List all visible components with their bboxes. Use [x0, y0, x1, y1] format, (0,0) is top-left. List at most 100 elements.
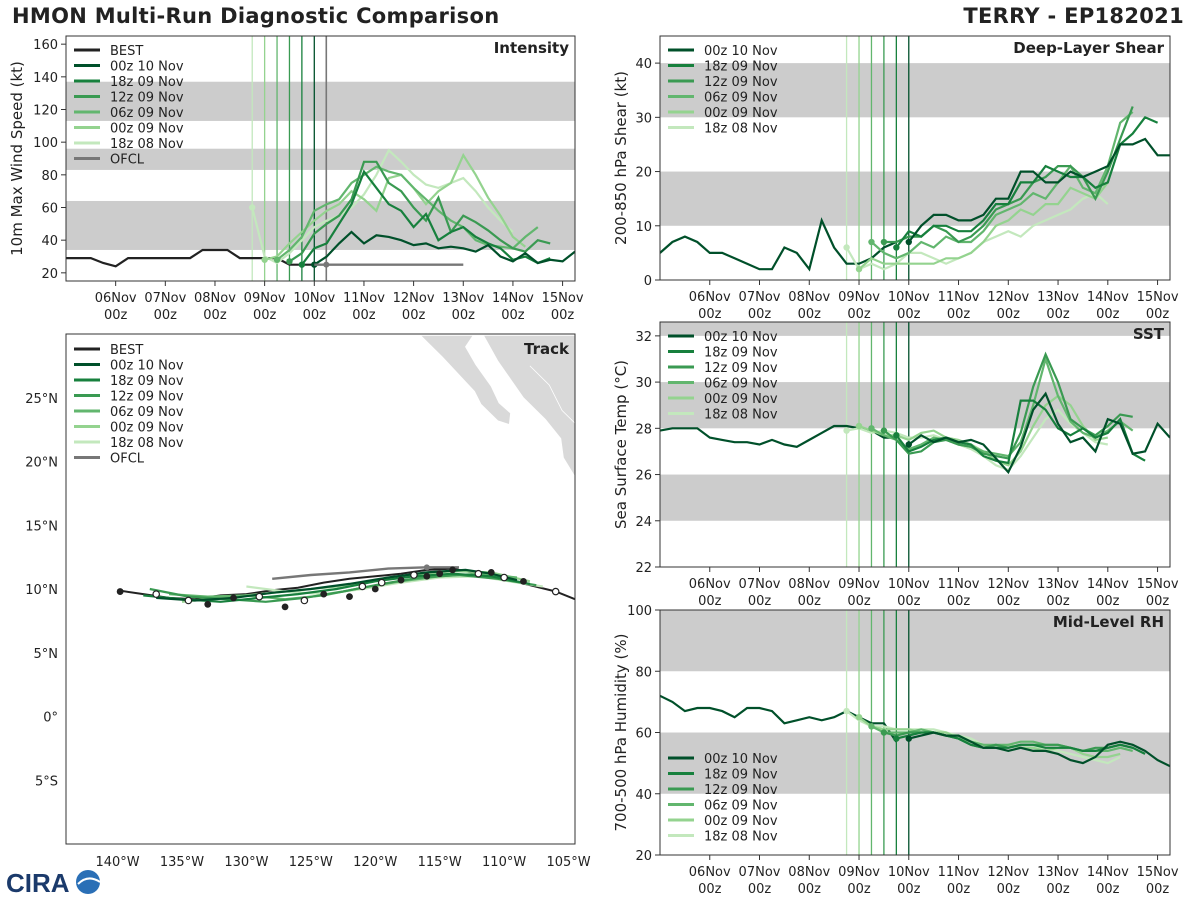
sst-ytick-label: 24 [635, 515, 652, 530]
track-frame [65, 333, 576, 845]
sst-legend-label: 18z 08 Nov [704, 408, 778, 423]
storm-id: TERRY - EP182021 [963, 4, 1184, 28]
sst-run-line-1 [895, 399, 1146, 465]
intensity-xtick-label: 08Nov [194, 291, 236, 306]
sst-legend-label: 06z 09 Nov [704, 377, 778, 392]
intensity-ofcl-dot [323, 261, 330, 268]
sst-xtick-sublabel: 00z [748, 594, 772, 609]
sst-band-1 [660, 382, 1170, 429]
track-xtick-label: 120°W [353, 855, 397, 870]
intensity-title: Intensity [494, 39, 570, 57]
track-legend-label: 00z 09 Nov [110, 421, 184, 436]
track-dot-open [410, 571, 418, 579]
track-dot-open [377, 578, 386, 587]
track-dot-open [300, 596, 309, 605]
track-dot-open [474, 569, 483, 578]
track-legend-label: 18z 09 Nov [110, 374, 184, 389]
rh-ytick-label: 80 [635, 665, 652, 680]
sst-plot-area [660, 322, 1170, 567]
rh-xtick-sublabel: 00z [698, 882, 722, 897]
intensity-legend-label: OFCL [110, 153, 145, 168]
intensity-run-line-5 [251, 148, 514, 265]
intensity-xtick-sublabel: 00z [452, 308, 476, 323]
shear-run-line-3 [870, 111, 1134, 260]
sst-band-0 [660, 474, 1170, 521]
intensity-legend-label: 06z 09 Nov [110, 106, 184, 121]
rh-xtick-sublabel: 00z [798, 882, 822, 897]
sst-run-line-3 [870, 355, 1134, 458]
shear-run-line-1 [895, 115, 1159, 249]
intensity-ytick-label: 20 [41, 267, 58, 282]
track-map-area [116, 334, 575, 611]
sst-xtick-label: 07Nov [739, 577, 781, 592]
shear-xtick-sublabel: 00z [798, 307, 822, 322]
sst-legend-label: 00z 10 Nov [704, 330, 778, 345]
rh-xtick-sublabel: 00z [1046, 882, 1070, 897]
track-ytick-label: 20°N [25, 456, 58, 471]
track-legend-label: BEST [110, 343, 143, 358]
rh-xtick-label: 11Nov [938, 865, 980, 880]
rh-xtick-label: 13Nov [1037, 865, 1079, 880]
intensity-legend-label: 00z 10 Nov [110, 60, 184, 75]
shear-history-line [660, 217, 897, 272]
rh-ylabel: 700-500 hPa Humidity (%) [612, 633, 630, 831]
sst-run-init-dot-1 [893, 432, 900, 439]
sst-run-init-dot-0 [905, 441, 912, 448]
track-ytick-label: 25°N [25, 392, 58, 407]
page-title: HMON Multi-Run Diagnostic Comparison [12, 4, 500, 28]
intensity-ytick-label: 40 [41, 234, 58, 249]
rh-run-line-0 [908, 731, 1170, 768]
rh-ytick-label: 100 [627, 604, 652, 619]
rh-ytick-label: 60 [635, 727, 652, 742]
intensity-xtick-sublabel: 00z [303, 308, 327, 323]
track-legend-label: 06z 09 Nov [110, 405, 184, 420]
shear-xtick-label: 08Nov [788, 290, 830, 305]
track-dot-filled [436, 570, 444, 578]
intensity-xtick-sublabel: 00z [104, 308, 128, 323]
track-dot-filled [397, 576, 405, 584]
intensity-xtick-sublabel: 00z [551, 308, 575, 323]
intensity-legend-label: BEST [110, 44, 143, 59]
shear-run-line-4 [858, 181, 1109, 271]
shear-xtick-label: 10Nov [888, 290, 930, 305]
shear-band-1 [660, 63, 1170, 118]
sst-xtick-label: 08Nov [788, 577, 830, 592]
track-xtick-label: 130°W [224, 855, 268, 870]
cira-logo-swoosh [77, 877, 101, 885]
sst-xtick-label: 06Nov [689, 577, 731, 592]
track-xtick-label: 115°W [418, 855, 462, 870]
intensity-xtick-label: 10Nov [293, 291, 335, 306]
track-xtick-label: 140°W [95, 855, 139, 870]
intensity-xtick-sublabel: 00z [352, 308, 376, 323]
rh-xtick-sublabel: 00z [748, 882, 772, 897]
sst-run-line-0 [908, 391, 1170, 475]
shear-ylabel: 200-850 hPa Shear (kt) [612, 71, 630, 245]
track-land-mexico [401, 334, 575, 478]
sst-run-init-dot-4 [855, 422, 863, 430]
cira-logo-text: CIRA [6, 868, 70, 898]
rh-title: Mid-Level RH [1053, 613, 1164, 631]
shear-xtick-sublabel: 00z [698, 307, 722, 322]
shear-xtick-sublabel: 00z [897, 307, 921, 322]
sst-ytick-label: 30 [635, 376, 652, 391]
track-dot-filled [371, 585, 379, 593]
shear-panel: 0 10 20 30 40 06Nov 00z 07Nov 00z 08Nov 00z 09Nov 00… [612, 35, 1179, 322]
sst-xtick-label: 09Nov [838, 577, 880, 592]
shear-run-init-dot-0 [905, 238, 912, 246]
shear-xtick-label: 07Nov [739, 290, 781, 305]
track-dot-filled [230, 594, 237, 602]
sst-xtick-sublabel: 00z [847, 594, 871, 609]
track-dot-filled [520, 577, 527, 585]
rh-ytick-label: 40 [635, 788, 652, 803]
intensity-xtick-sublabel: 00z [203, 308, 227, 323]
shear-ytick-label: 20 [635, 166, 652, 181]
sst-xtick-label: 14Nov [1087, 577, 1129, 592]
track-dot-filled [346, 593, 353, 601]
track-dot-filled [449, 566, 456, 574]
shear-run-init-dot-4 [855, 265, 863, 273]
shear-run-init-dot-1 [893, 244, 900, 251]
rh-legend-label: 18z 09 Nov [704, 768, 778, 783]
rh-xtick-label: 12Nov [987, 865, 1029, 880]
rh-legend-label: 06z 09 Nov [704, 799, 778, 814]
shear-run-init-dot-5 [843, 244, 850, 251]
